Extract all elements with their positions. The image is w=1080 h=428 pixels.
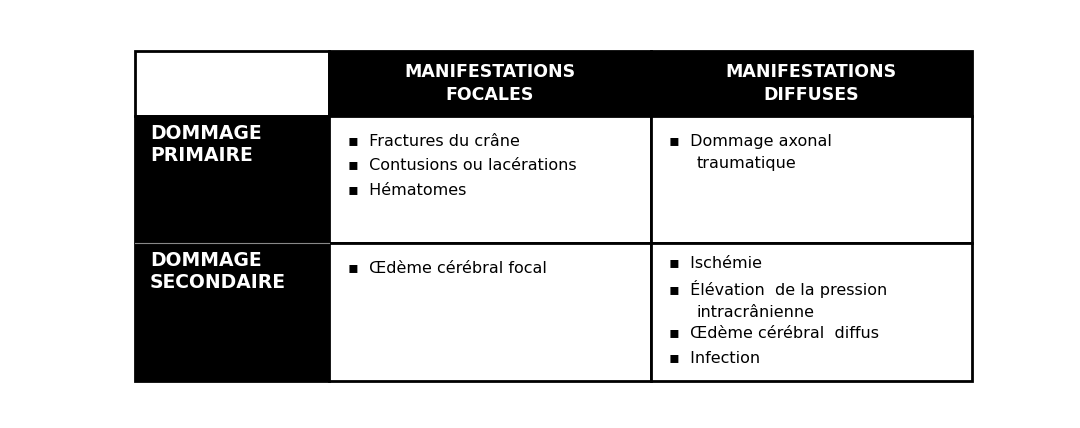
Text: traumatique: traumatique bbox=[697, 156, 796, 171]
Text: ▪  Infection: ▪ Infection bbox=[669, 351, 760, 366]
Text: ▪  Œdème cérébral focal: ▪ Œdème cérébral focal bbox=[348, 261, 546, 276]
Text: DOMMAGE
SECONDAIRE: DOMMAGE SECONDAIRE bbox=[150, 251, 286, 292]
Text: ▪  Œdème cérébral  diffus: ▪ Œdème cérébral diffus bbox=[669, 326, 879, 341]
Text: MANIFESTATIONS
FOCALES: MANIFESTATIONS FOCALES bbox=[404, 63, 576, 104]
Text: ▪  Élévation  de la pression: ▪ Élévation de la pression bbox=[669, 280, 888, 298]
Text: MANIFESTATIONS
DIFFUSES: MANIFESTATIONS DIFFUSES bbox=[726, 63, 896, 104]
Bar bbox=[650, 116, 972, 243]
Text: ▪  Fractures du crâne: ▪ Fractures du crâne bbox=[348, 134, 519, 149]
Text: ▪  Dommage axonal: ▪ Dommage axonal bbox=[669, 134, 832, 149]
Bar bbox=[329, 243, 650, 381]
Text: ▪  Contusions ou lacérations: ▪ Contusions ou lacérations bbox=[348, 158, 577, 173]
Bar bbox=[135, 51, 329, 116]
Text: ▪  Hématomes: ▪ Hématomes bbox=[348, 183, 465, 198]
Bar bbox=[329, 51, 650, 116]
Text: DOMMAGE
PRIMAIRE: DOMMAGE PRIMAIRE bbox=[150, 124, 261, 165]
Bar bbox=[135, 116, 329, 381]
Text: intracrânienne: intracrânienne bbox=[697, 305, 814, 320]
Bar bbox=[650, 243, 972, 381]
Bar bbox=[650, 51, 972, 116]
Text: ▪  Ischémie: ▪ Ischémie bbox=[669, 256, 762, 270]
Bar bbox=[329, 116, 650, 243]
